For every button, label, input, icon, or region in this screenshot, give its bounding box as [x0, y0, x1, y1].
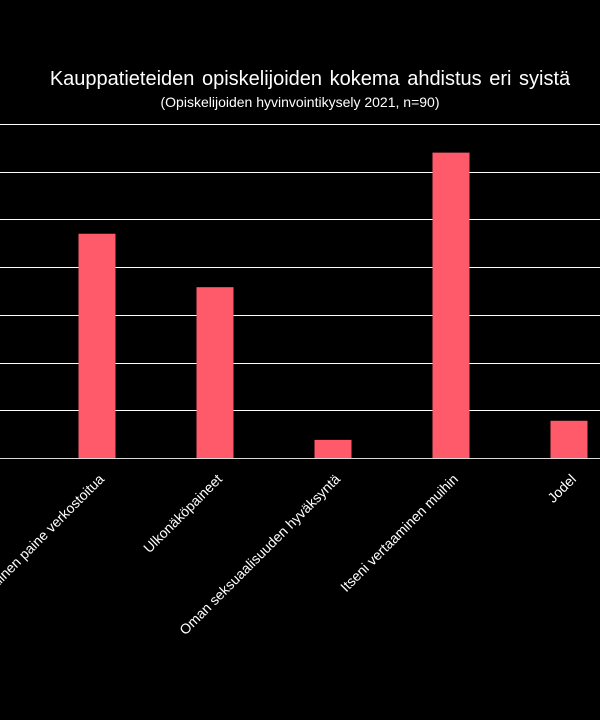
chart-subtitle: (Opiskelijoiden hyvinvointikysely 2021, … [160, 94, 440, 110]
category-label: Itseni vertaaminen muihin [337, 471, 461, 595]
bar [314, 439, 352, 458]
bar [432, 152, 470, 458]
bar [196, 287, 234, 458]
bar [550, 420, 588, 458]
category-labels: Sosiaalinen paine verkostoitua Ulkonäköpa… [0, 471, 579, 638]
category-label: Jodel [544, 471, 579, 506]
bars [78, 152, 588, 458]
bar [78, 233, 116, 458]
chart-title: Kauppatieteiden opiskelijoiden kokema ah… [49, 68, 571, 90]
category-label: Ulkonäköpaineet [140, 471, 225, 556]
category-label: Sosiaalinen paine verkostoitua [0, 471, 107, 617]
